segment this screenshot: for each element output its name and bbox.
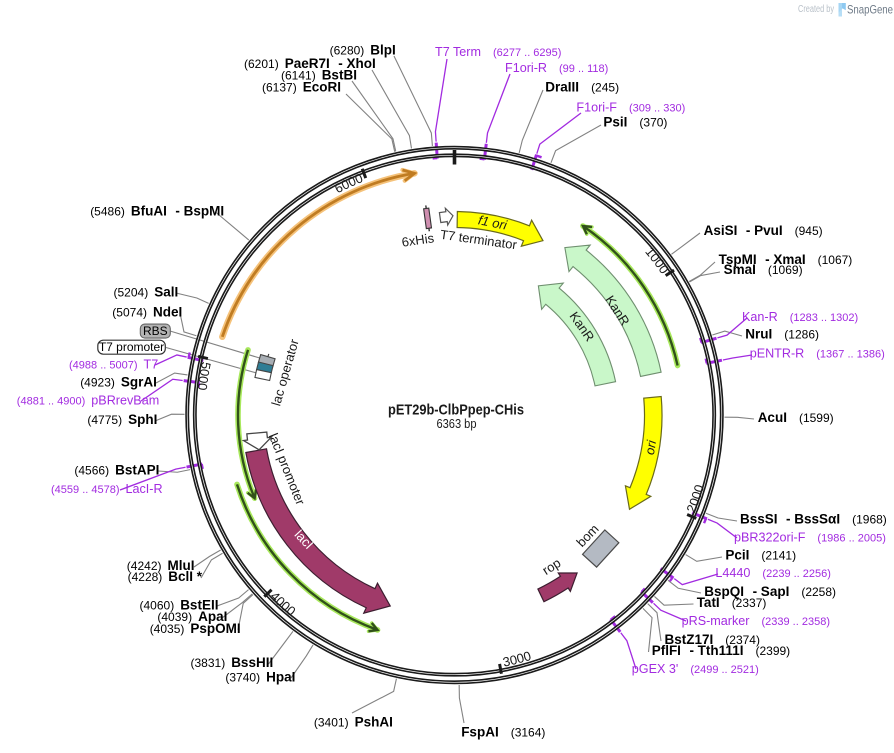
svg-text:(6137)EcoRI: (6137) EcoRI	[262, 80, 341, 95]
svg-text:AcuI(1599): AcuI (1599)	[758, 410, 834, 425]
svg-text:FspAI(3164): FspAI (3164)	[461, 725, 545, 740]
svg-text:(3740)HpaI: (3740) HpaI	[225, 670, 295, 685]
svg-text:pENTR-R(1367 .. 1386): pENTR-R (1367 .. 1386)	[750, 347, 885, 361]
svg-text:PflFI- Tth111I(2399): PflFI - Tth111I (2399)	[652, 643, 790, 658]
svg-text:(4775)SphI: (4775) SphI	[87, 412, 157, 427]
svg-text:BssSI- BssSαI(1968): BssSI - BssSαI (1968)	[740, 512, 887, 527]
svg-text:pBR322ori-F(1986 .. 2005): pBR322ori-F (1986 .. 2005)	[734, 531, 886, 545]
svg-text:(4559 .. 4578)LacI-R: (4559 .. 4578) LacI-R	[51, 482, 163, 496]
svg-text:(3831)BssHII: (3831) BssHII	[191, 655, 274, 670]
svg-text:(6280)BlpI: (6280) BlpI	[330, 43, 396, 58]
svg-text:PsiI(370): PsiI (370)	[603, 115, 667, 130]
svg-text:BstZ17I(2374): BstZ17I (2374)	[665, 632, 760, 647]
svg-text:(4035)PspOMI: (4035) PspOMI	[150, 621, 241, 636]
svg-text:PciI(2141): PciI (2141)	[725, 548, 796, 563]
svg-text:TspMI- XmaI(1067): TspMI - XmaI (1067)	[719, 252, 853, 267]
svg-text:pET29b-ClbPpep-CHis: pET29b-ClbPpep-CHis	[388, 402, 524, 419]
svg-text:F1ori-F(309 .. 330): F1ori-F (309 .. 330)	[576, 101, 685, 115]
svg-text:ori: ori	[642, 438, 659, 456]
svg-text:(5486)BfuAI- BspMI: (5486) BfuAI - BspMI	[90, 204, 224, 219]
svg-text:Created by: Created by	[798, 4, 834, 15]
svg-text:(6141)BstBI: (6141) BstBI	[281, 68, 357, 83]
svg-text:(4881 .. 4900)pBRrevBam: (4881 .. 4900) pBRrevBam	[17, 394, 159, 408]
svg-text:SmaI(1069): SmaI (1069)	[724, 262, 803, 277]
svg-text:TatI(2337): TatI (2337)	[697, 595, 767, 610]
svg-text:(4228)BclI *: (4228) BclI *	[128, 569, 203, 584]
svg-text:(3401)PshAI: (3401) PshAI	[314, 715, 393, 730]
svg-text:(6201)PaeR7I- XhoI: (6201) PaeR7I - XhoI	[244, 56, 376, 71]
svg-text:(4242)MluI: (4242) MluI	[127, 558, 195, 573]
svg-text:DraIII(245): DraIII (245)	[545, 80, 619, 95]
svg-text:(4923)SgrAI: (4923) SgrAI	[80, 375, 157, 390]
svg-text:(4060)BstEII: (4060) BstEII	[140, 598, 219, 613]
svg-text:AsiSI- PvuI(945): AsiSI - PvuI (945)	[704, 223, 823, 238]
svg-text:pRS-marker(2339 .. 2358): pRS-marker (2339 .. 2358)	[682, 614, 830, 628]
svg-text:f1 ori: f1 ori	[477, 212, 509, 233]
svg-text:6363 bp: 6363 bp	[437, 416, 477, 431]
svg-text:Kan-R(1283 .. 1302): Kan-R (1283 .. 1302)	[742, 310, 858, 324]
svg-text:(5204)SalI: (5204) SalI	[114, 285, 179, 300]
svg-text:3000: 3000	[501, 648, 532, 670]
svg-text:pGEX 3'(2499 .. 2521): pGEX 3' (2499 .. 2521)	[632, 662, 759, 676]
svg-text:RBS: RBS	[143, 324, 168, 338]
svg-text:6xHis: 6xHis	[401, 230, 436, 249]
svg-text:T7 promoter: T7 promoter	[99, 340, 164, 354]
svg-text:(4039)ApaI: (4039) ApaI	[157, 609, 227, 624]
svg-text:BspQI- SapI(2258): BspQI - SapI (2258)	[704, 584, 836, 599]
svg-text:(4988 .. 5007)T7: (4988 .. 5007) T7	[69, 358, 158, 372]
svg-text:L4440(2239 .. 2256): L4440 (2239 .. 2256)	[715, 566, 831, 580]
svg-text:(4566)BstAPI: (4566) BstAPI	[74, 463, 159, 478]
svg-text:F1ori-R(99 .. 118): F1ori-R (99 .. 118)	[505, 61, 608, 75]
svg-text:SnapGene: SnapGene	[847, 3, 893, 17]
svg-text:NruI(1286): NruI (1286)	[745, 327, 819, 342]
svg-text:(5074)NdeI: (5074) NdeI	[112, 305, 182, 320]
svg-text:5000: 5000	[195, 361, 214, 392]
svg-text:T7 Term(6277 .. 6295): T7 Term (6277 .. 6295)	[435, 45, 561, 59]
